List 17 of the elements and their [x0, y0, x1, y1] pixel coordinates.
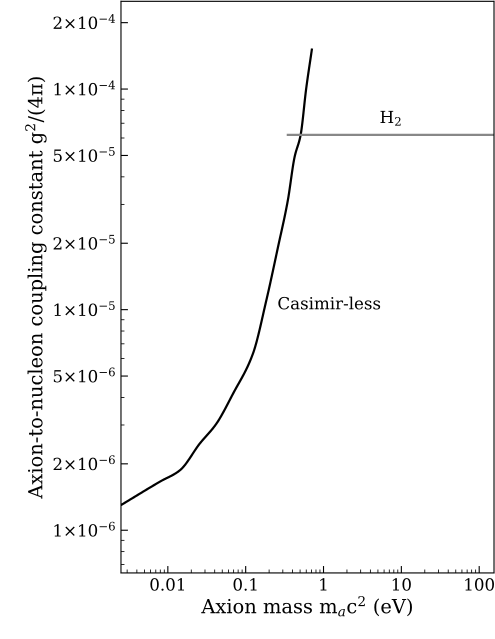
- x-axis-title: Axion mass m$_{a}$c$^{2}$ (eV): [201, 596, 412, 616]
- y-axis-title: Axion-to-nucleon coupling constant g$^{2}$/(4π): [25, 77, 47, 499]
- y-tick-label: 2×10$^{−6}$: [54, 455, 115, 470]
- y-tick-label: 1×10$^{−5}$: [54, 301, 115, 316]
- series-label: H$_{2}$: [380, 110, 401, 126]
- y-tick-label: 5×10$^{−5}$: [54, 147, 115, 162]
- series-label: Casimir-less: [278, 296, 380, 310]
- y-tick-label: 1×10$^{−4}$: [54, 80, 115, 96]
- x-tick-label: 100: [465, 578, 494, 591]
- y-tick-label: 1×10$^{−6}$: [54, 522, 115, 537]
- x-tick-label: 10: [392, 578, 411, 591]
- x-tick-label: 0.01: [150, 578, 184, 591]
- x-tick-label: 0.1: [234, 578, 257, 591]
- y-tick-label: 2×10$^{−5}$: [54, 234, 115, 250]
- y-tick-label: 5×10$^{−6}$: [54, 368, 115, 382]
- y-tick-label: 2×10$^{−4}$: [54, 14, 115, 30]
- x-tick-label: 1: [320, 578, 326, 591]
